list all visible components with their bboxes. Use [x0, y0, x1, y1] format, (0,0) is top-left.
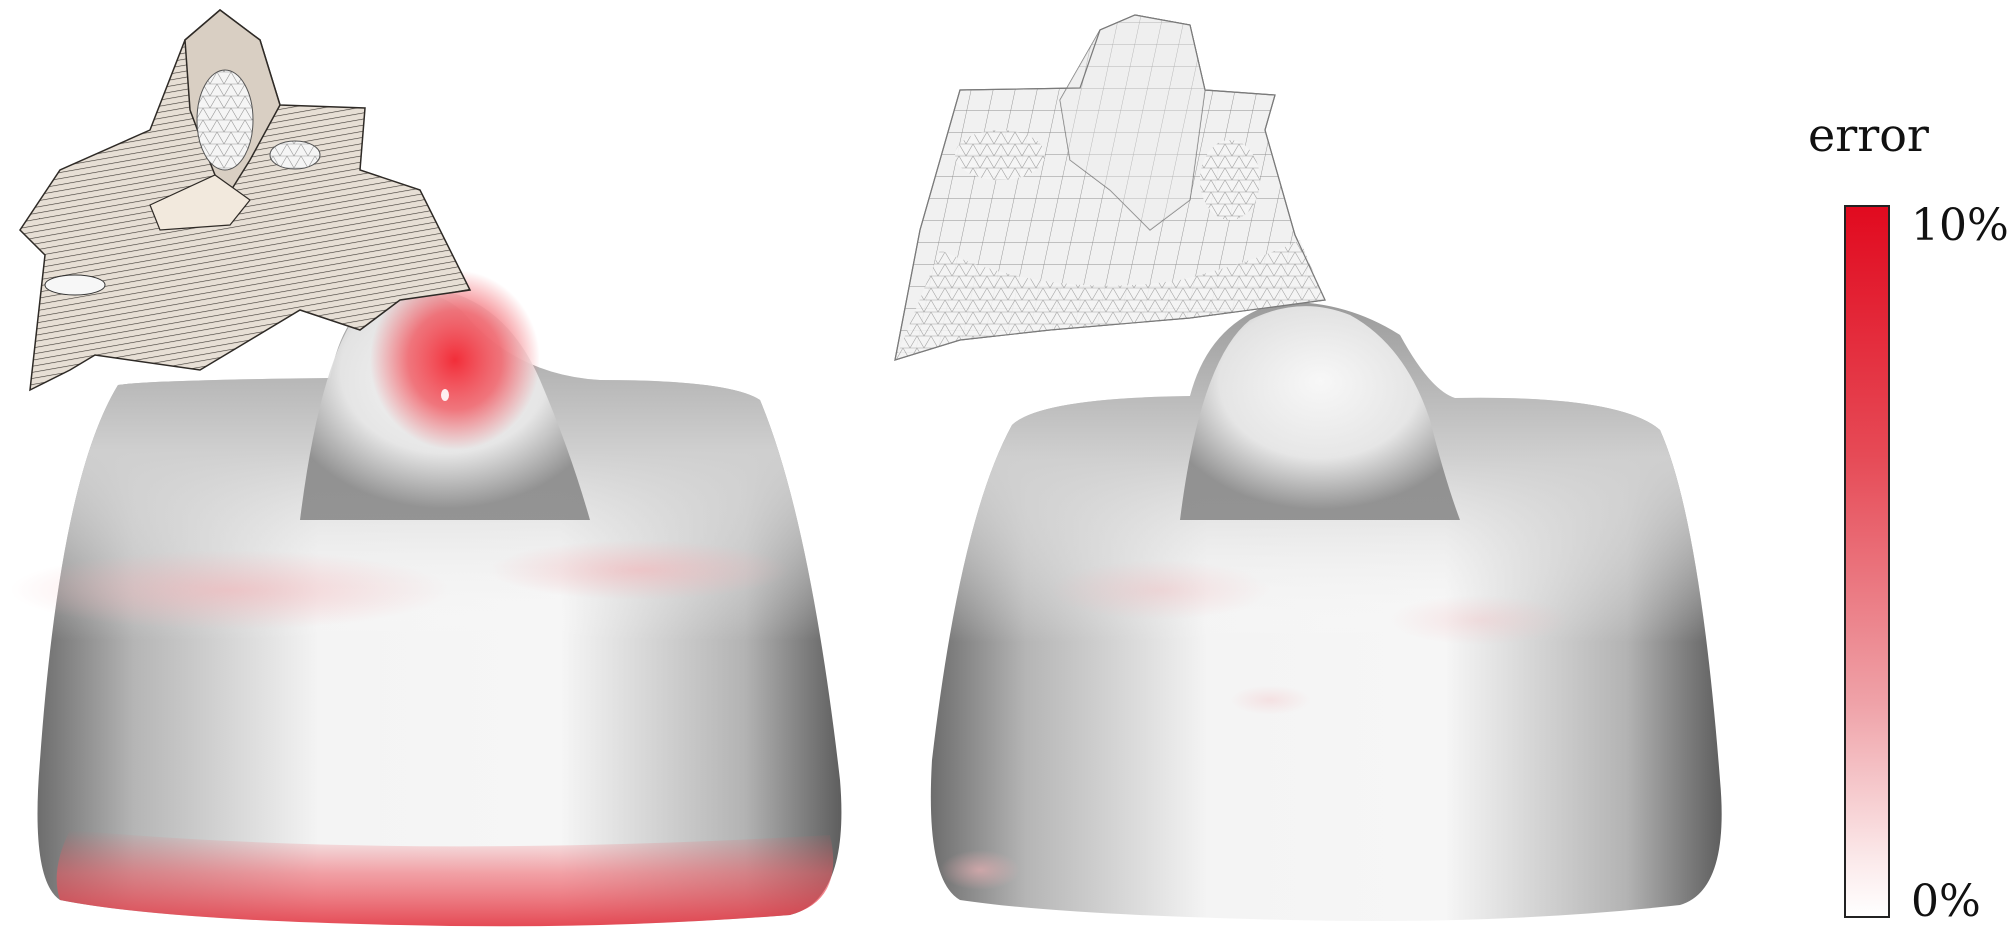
right-inset-quad-mesh: [894, 14, 1326, 361]
error-colorbar: [1844, 205, 1890, 918]
colorbar-min-label: 0%: [1911, 876, 1981, 927]
legend-title: error: [1808, 108, 1929, 162]
left-surface: [10, 270, 842, 927]
colorbar-max-label: 10%: [1911, 200, 2009, 251]
left-inset-strip-mesh: [19, 9, 472, 392]
right-surface: [930, 301, 1722, 921]
